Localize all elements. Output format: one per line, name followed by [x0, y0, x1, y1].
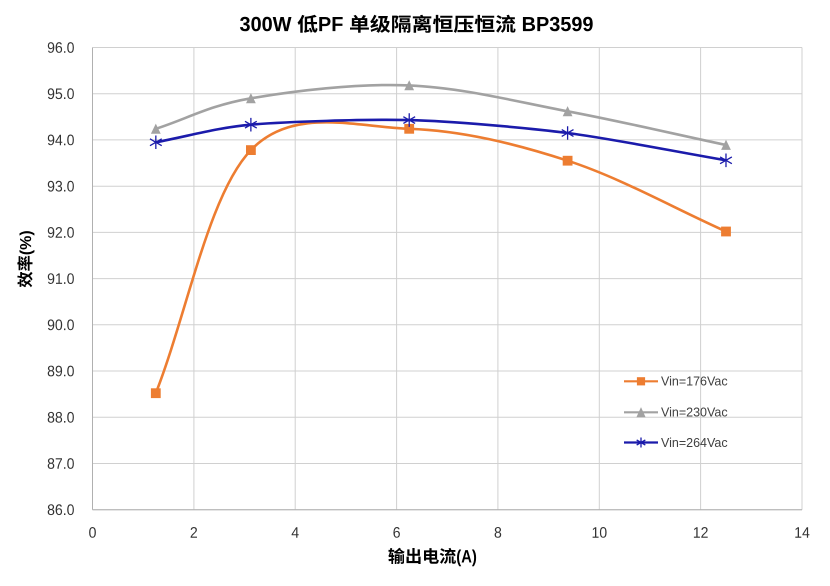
svg-text:Vin=176Vac: Vin=176Vac: [661, 375, 728, 389]
svg-text:Vin=230Vac: Vin=230Vac: [661, 406, 728, 420]
svg-text:Vin=264Vac: Vin=264Vac: [661, 436, 728, 450]
